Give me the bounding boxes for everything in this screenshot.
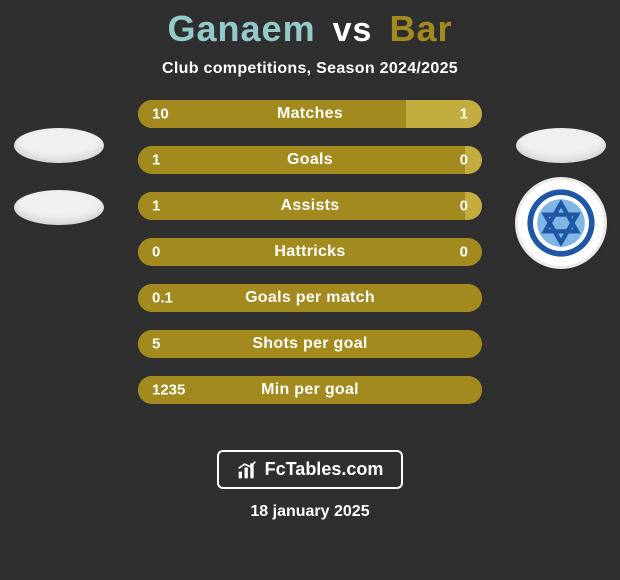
title-row: Ganaem vs Bar [0,8,620,50]
stat-label: Shots per goal [138,335,482,353]
club-left-2 [14,162,104,252]
stat-row: 00Hattricks [138,238,482,266]
brand-pill[interactable]: FcTables.com [217,450,404,489]
stat-label: Goals per match [138,289,482,307]
footer: FcTables.com 18 january 2025 [0,450,620,521]
stats-area: 101Matches 10Goals 10Assists 00Hattricks 0.1… [0,100,620,430]
footer-date: 18 january 2025 [250,503,369,521]
club-right-2 [516,178,606,268]
comparison-card: Ganaem vs Bar Club competitions, Season … [0,0,620,580]
stat-row: 0.1Goals per match [138,284,482,312]
stat-row: 5Shots per goal [138,330,482,358]
vs-label: vs [327,11,379,49]
club-right-1 [516,100,606,190]
club-badge-icon [518,180,604,266]
club-placeholder-icon [14,128,104,163]
brand-label: FcTables.com [265,459,384,480]
stat-label: Matches [138,105,482,123]
stat-label: Min per goal [138,381,482,399]
stat-row: 10Assists [138,192,482,220]
brand-chart-icon [237,460,257,480]
stat-row: 101Matches [138,100,482,128]
stats-list: 101Matches 10Goals 10Assists 00Hattricks 0.1… [138,100,482,404]
stat-label: Assists [138,197,482,215]
player2-name: Bar [389,8,452,49]
stat-label: Hattricks [138,243,482,261]
club-placeholder-icon [516,128,606,163]
stat-label: Goals [138,151,482,169]
subtitle: Club competitions, Season 2024/2025 [0,60,620,78]
club-placeholder-icon [14,190,104,225]
maccabi-badge-svg [526,188,596,258]
stat-row: 1235Min per goal [138,376,482,404]
stat-row: 10Goals [138,146,482,174]
player1-name: Ganaem [168,8,316,49]
